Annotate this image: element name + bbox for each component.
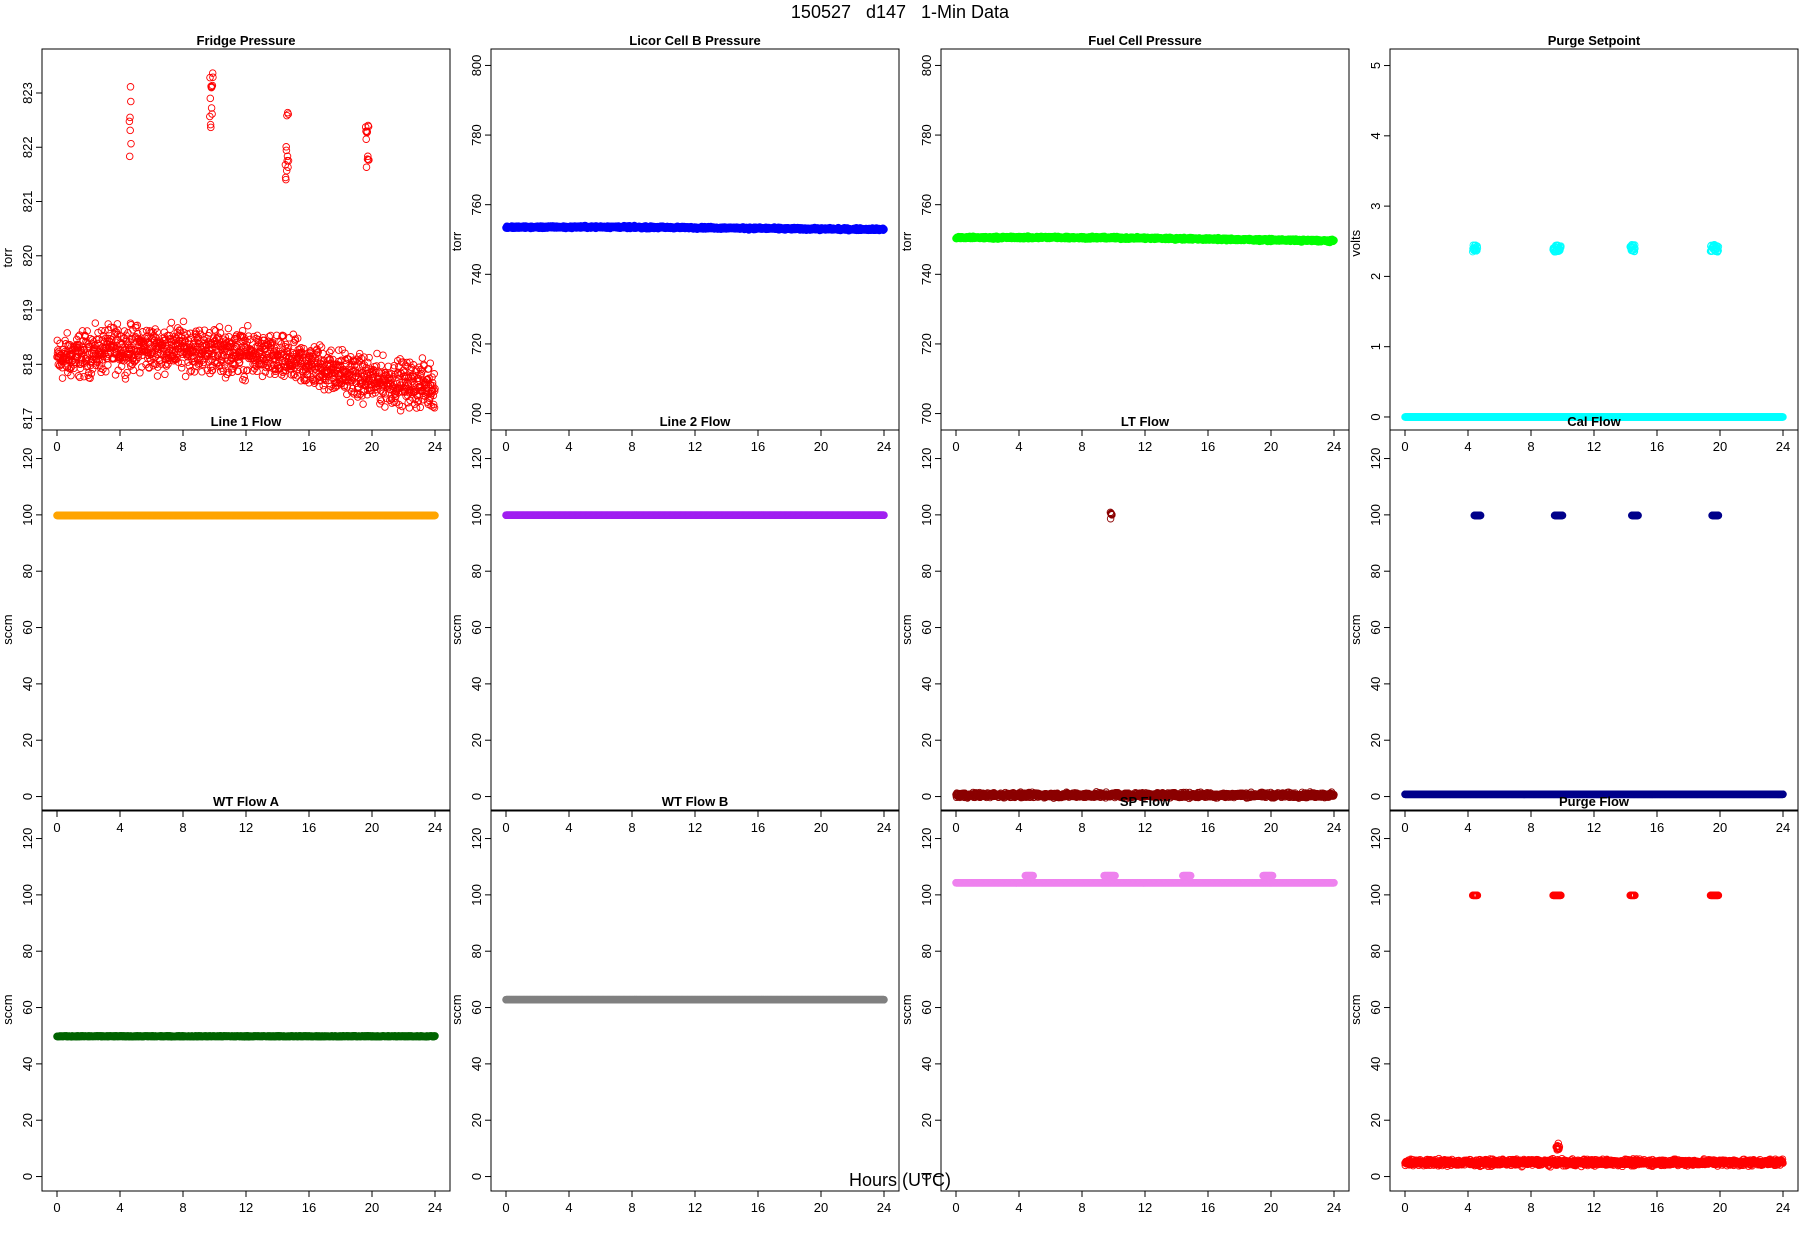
data-points — [54, 70, 439, 414]
data-points — [1402, 242, 1787, 421]
data-point — [363, 136, 370, 143]
data-point — [154, 373, 161, 380]
data-point — [225, 325, 232, 332]
data-point — [382, 404, 389, 411]
y-tick-label: 4 — [1368, 132, 1383, 139]
y-tick-label: 740 — [469, 263, 484, 285]
data-point — [397, 407, 404, 414]
data-point — [242, 377, 249, 384]
data-point — [378, 362, 385, 369]
data-point — [168, 319, 175, 326]
panel-title: Purge Setpoint — [1548, 33, 1641, 48]
data-point — [59, 375, 66, 382]
y-axis-title: torr — [899, 231, 914, 251]
data-point — [128, 98, 135, 105]
y-tick-label: 780 — [919, 124, 934, 146]
data-point — [347, 399, 354, 406]
data-point — [127, 84, 134, 91]
plot-frame — [491, 49, 899, 430]
data-point — [127, 114, 134, 121]
y-tick-label: 720 — [469, 333, 484, 355]
panel-title: Fridge Pressure — [197, 33, 296, 48]
y-tick-label: 800 — [469, 55, 484, 77]
data-point — [417, 404, 424, 411]
data-point — [105, 362, 112, 369]
data-point — [380, 352, 387, 359]
plot-frame — [1390, 49, 1798, 430]
y-tick-label: 740 — [919, 263, 934, 285]
data-point — [167, 326, 174, 333]
y-tick-label: 3 — [1368, 202, 1383, 209]
y-tick-label: 822 — [20, 136, 35, 158]
data-point — [64, 330, 71, 337]
data-point — [328, 347, 335, 354]
data-point — [363, 164, 370, 171]
y-tick-label: 780 — [469, 124, 484, 146]
y-tick-label: 760 — [469, 194, 484, 216]
y-tick-label: 818 — [20, 353, 35, 375]
y-tick-label: 823 — [20, 82, 35, 104]
data-point — [114, 321, 121, 328]
y-tick-label: 5 — [1368, 62, 1383, 69]
panel-title: Fuel Cell Pressure — [1088, 33, 1201, 48]
y-tick-label: 820 — [20, 245, 35, 267]
data-point — [126, 153, 133, 160]
y-tick-label: 760 — [919, 194, 934, 216]
y-tick-label: 821 — [20, 191, 35, 213]
data-points — [953, 233, 1338, 246]
data-point — [92, 320, 99, 327]
data-point — [162, 371, 169, 378]
data-point — [179, 360, 186, 367]
data-point — [127, 127, 134, 134]
data-point — [881, 226, 888, 233]
y-tick-label: 2 — [1368, 273, 1383, 280]
y-axis-title: volts — [1348, 229, 1363, 256]
data-point — [419, 355, 426, 362]
data-point — [360, 401, 367, 408]
y-axis-title: torr — [449, 231, 464, 251]
y-axis-title: torr — [0, 247, 15, 267]
y-tick-label: 720 — [919, 333, 934, 355]
y-tick-label: 1 — [1368, 343, 1383, 350]
data-points — [503, 222, 888, 234]
data-point — [284, 153, 291, 160]
data-point — [245, 322, 252, 329]
data-point — [207, 95, 214, 102]
figure-title: 150527 d147 1-Min Data — [0, 2, 1800, 23]
data-point — [1331, 237, 1338, 244]
y-tick-label: 800 — [919, 55, 934, 77]
y-tick-label: 819 — [20, 299, 35, 321]
data-point — [128, 140, 135, 147]
data-point — [180, 318, 187, 325]
panel-title: Licor Cell B Pressure — [629, 33, 761, 48]
